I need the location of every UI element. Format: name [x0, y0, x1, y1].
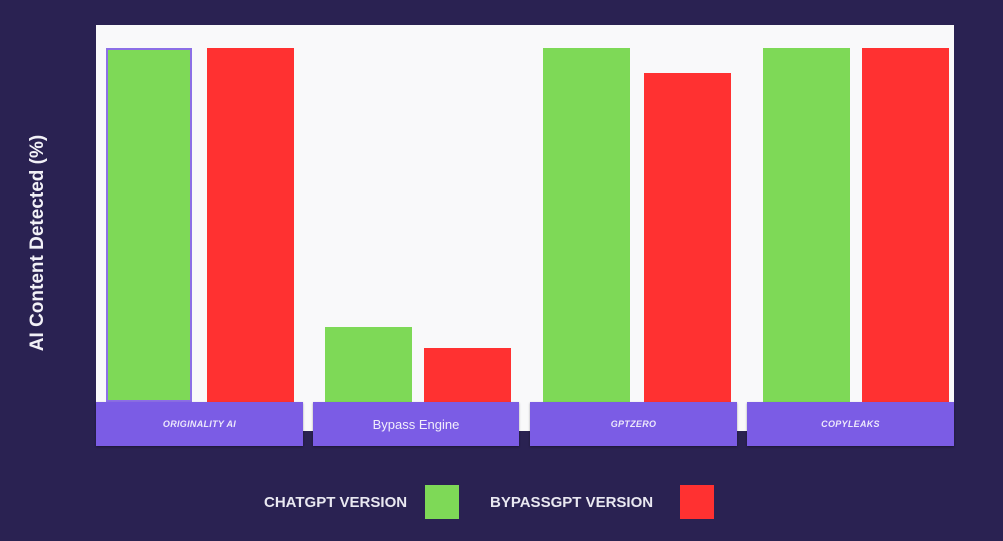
- legend-swatch-chatgpt: [425, 485, 459, 519]
- bar-bypass-engine-bypassgpt: [424, 348, 511, 402]
- category-label-gptzero: GPTZERO: [530, 402, 737, 446]
- bar-copyleaks-chatgpt: [763, 48, 850, 402]
- category-text: ORIGINALITY AI: [162, 419, 237, 429]
- y-axis-label: AI Content Detected (%): [27, 134, 48, 352]
- legend-label-bypassgpt: BYPASSGPT VERSION: [490, 494, 654, 511]
- category-text: GPTZERO: [610, 419, 657, 429]
- category-text: COPYLEAKS: [821, 419, 880, 429]
- bar-originality-chatgpt: [106, 48, 192, 402]
- bar-gptzero-chatgpt: [543, 48, 630, 402]
- category-label-copyleaks: COPYLEAKS: [747, 402, 954, 446]
- category-label-bypass-engine: Bypass Engine: [313, 402, 519, 446]
- bar-bypass-engine-chatgpt: [325, 327, 412, 402]
- category-text: Bypass Engine: [372, 416, 460, 432]
- category-label-originality-ai: ORIGINALITY AI: [96, 402, 303, 446]
- bar-copyleaks-bypassgpt: [862, 48, 949, 402]
- bar-originality-bypassgpt: [207, 48, 294, 402]
- legend-swatch-bypassgpt: [680, 485, 714, 519]
- legend-label-chatgpt: CHATGPT VERSION: [264, 494, 408, 511]
- bar-gptzero-bypassgpt: [644, 73, 731, 402]
